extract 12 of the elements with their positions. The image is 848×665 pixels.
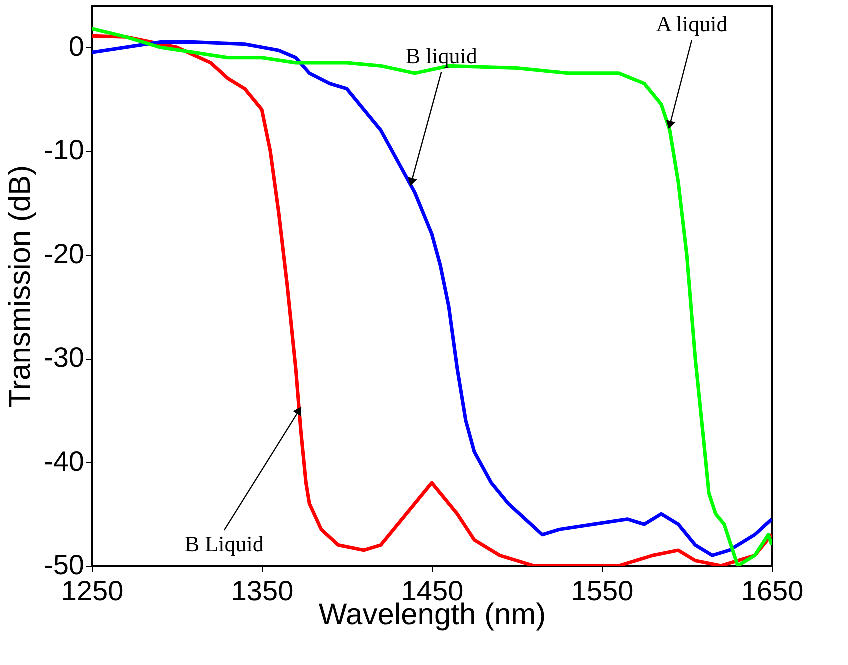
y-tick-label: -10 (44, 134, 84, 166)
x-tick-label: 1550 (571, 576, 634, 606)
x-tick-label: 1350 (231, 576, 294, 606)
y-tick-label: 0 (68, 30, 84, 62)
y-tick-label: -40 (44, 446, 84, 477)
annotation: B Liquid (184, 531, 264, 556)
annotation: B liquid (406, 43, 478, 68)
y-axis-title: Transmission (dB) (4, 165, 38, 408)
y-tick-label: -20 (44, 238, 84, 270)
annotation: A liquid (656, 11, 728, 36)
y-tick-label: -30 (44, 342, 84, 374)
x-tick-label: 1650 (741, 576, 804, 606)
